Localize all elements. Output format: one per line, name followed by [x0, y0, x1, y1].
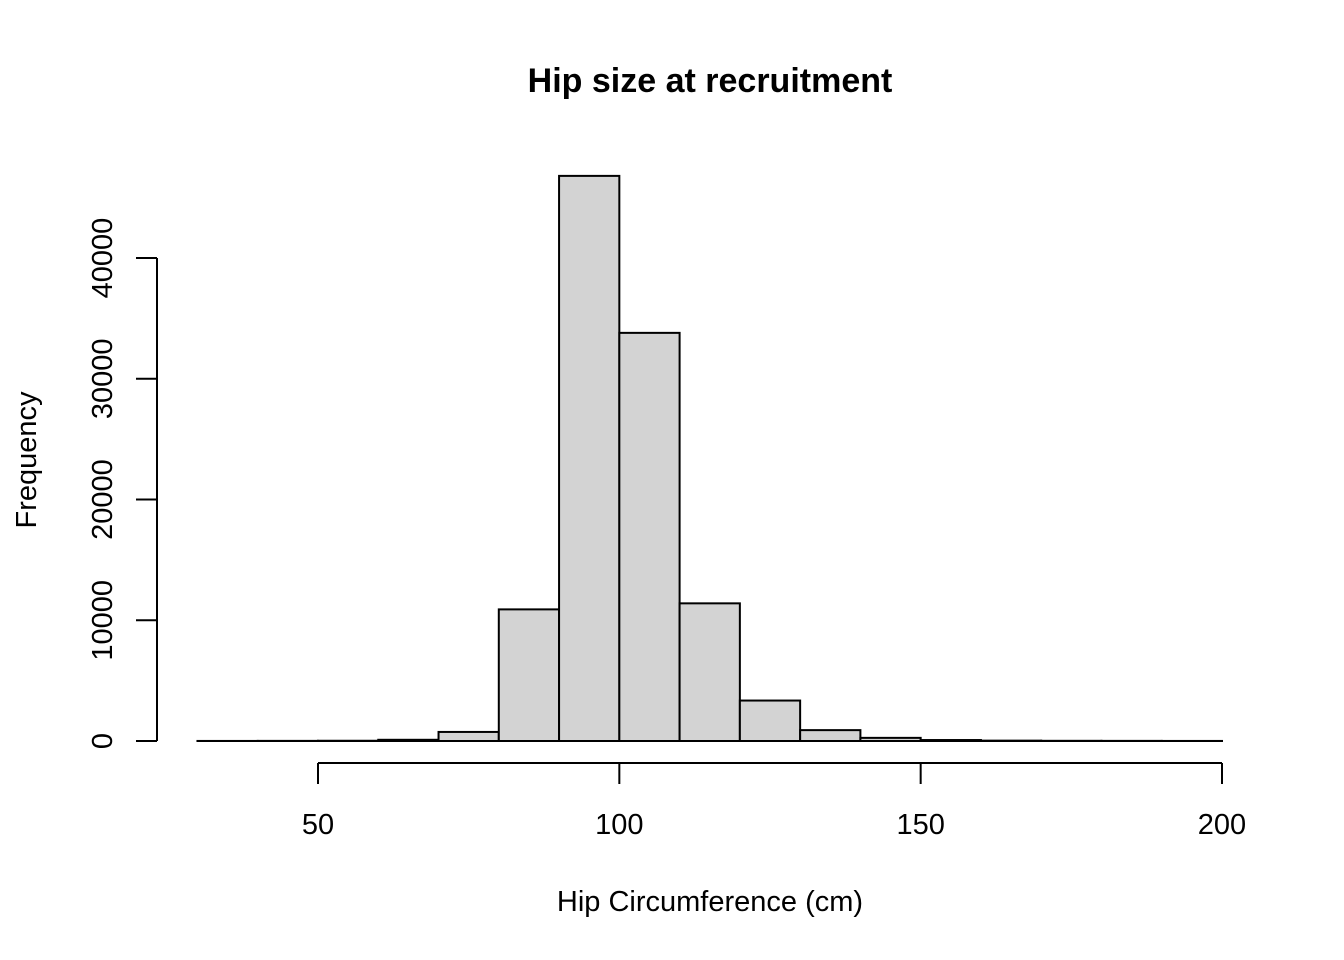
x-axis-label: Hip Circumference (cm)	[557, 886, 863, 918]
y-tick-label: 10000	[87, 580, 119, 661]
x-tick-label: 100	[595, 809, 643, 841]
histogram-bar	[738, 699, 802, 743]
histogram-bar	[799, 729, 862, 743]
x-axis: 50 100 150 200	[302, 762, 1246, 841]
histogram-bar	[497, 608, 561, 742]
histogram-bar	[618, 331, 681, 742]
x-tick-label: 150	[896, 809, 944, 841]
y-tick-label: 40000	[87, 218, 119, 299]
y-tick-label: 0	[87, 733, 119, 749]
y-tick-label: 20000	[87, 459, 119, 540]
histogram-bar	[437, 730, 500, 742]
y-axis: 0 10000 20000 30000 40000	[87, 218, 158, 749]
histogram-bars	[196, 174, 1223, 743]
histogram-bar	[558, 174, 621, 742]
x-tick-label: 50	[302, 809, 334, 841]
histogram-bar	[678, 602, 741, 742]
y-tick-label: 30000	[87, 338, 119, 419]
chart-title: Hip size at recruitment	[528, 62, 893, 100]
y-axis-label: Frequency	[11, 391, 43, 529]
x-tick-label: 200	[1198, 809, 1246, 841]
